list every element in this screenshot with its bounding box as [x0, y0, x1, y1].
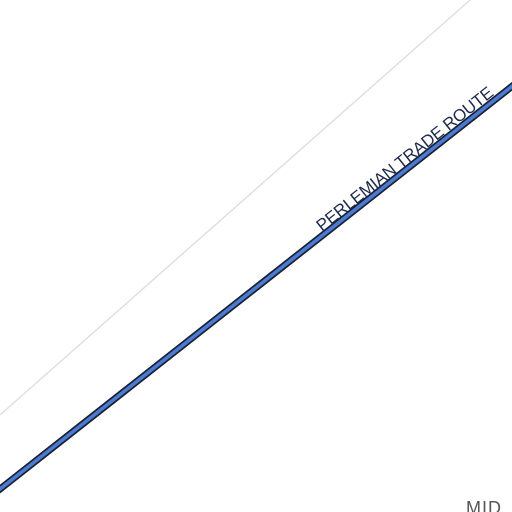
region-label: MID	[466, 498, 502, 512]
trade-route-label: PERLEMIAN TRADE ROUTE	[313, 83, 497, 235]
trade-route-line[interactable]	[0, 80, 512, 493]
grid-line	[0, 0, 471, 416]
